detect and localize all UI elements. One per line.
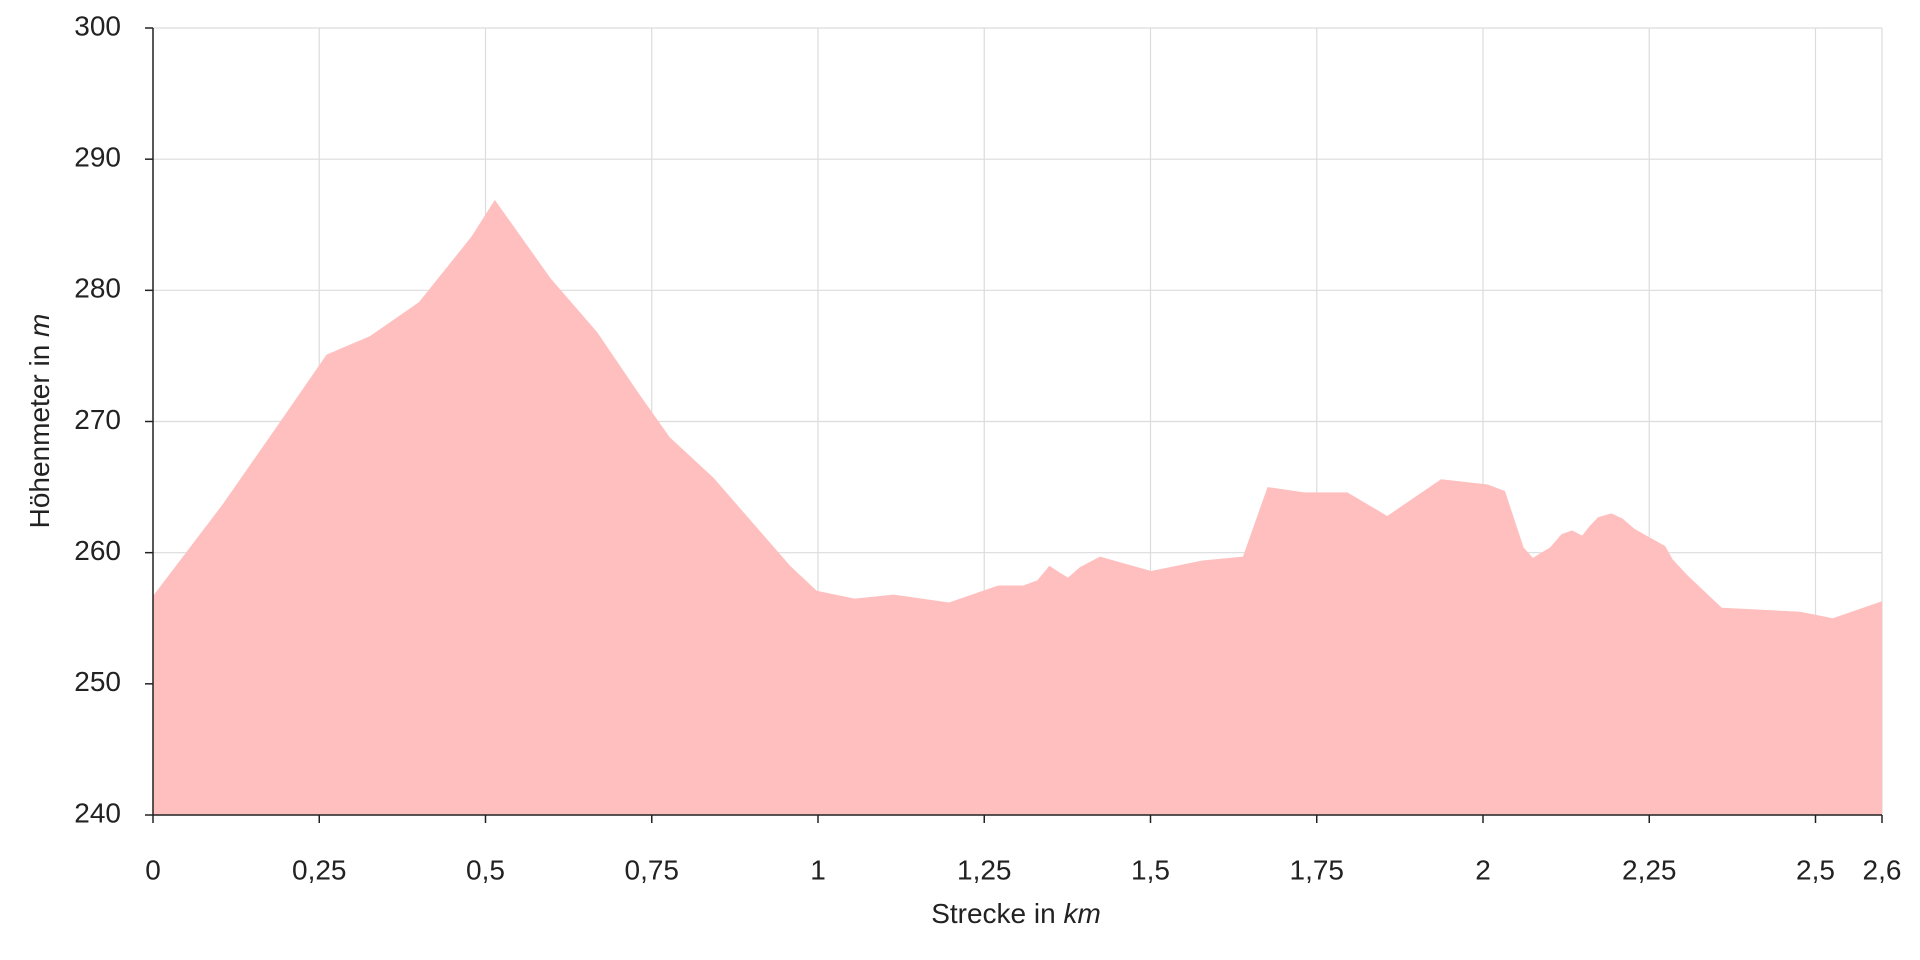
x-tick-label: 1,25 xyxy=(957,854,1012,885)
x-tick-label: 0,75 xyxy=(625,854,680,885)
y-axis-unit: m xyxy=(24,314,55,337)
x-axis-label: Strecke in km xyxy=(931,898,1101,929)
x-tick-label: 2,6 xyxy=(1863,854,1902,885)
x-tick-label: 2 xyxy=(1475,854,1491,885)
x-tick-label: 2,25 xyxy=(1622,854,1677,885)
y-tick-label: 260 xyxy=(74,535,121,566)
x-axis-unit: km xyxy=(1063,898,1100,929)
plot: 240 250 260 270 280 290 300 0 0,25 0,5 0,75 1 1,25 1,… xyxy=(74,10,1901,885)
y-tick-label: 240 xyxy=(74,797,121,828)
x-tick-label: 0,25 xyxy=(292,854,347,885)
x-tick-label: 0 xyxy=(145,854,161,885)
x-tick-label: 2,5 xyxy=(1796,854,1835,885)
x-tick-label: 1,75 xyxy=(1290,854,1345,885)
x-tick-label: 1,5 xyxy=(1131,854,1170,885)
y-tick-label: 270 xyxy=(74,404,121,435)
y-axis-label: Höhenmeter in m xyxy=(24,314,55,529)
y-axis-label-text: Höhenmeter in xyxy=(24,345,55,529)
y-tick-label: 290 xyxy=(74,142,121,173)
y-tick-label: 300 xyxy=(74,10,121,41)
x-tick-label: 0,5 xyxy=(466,854,505,885)
y-tick-label: 280 xyxy=(74,273,121,304)
x-axis-label-text: Strecke in xyxy=(931,898,1056,929)
x-tick-label: 1 xyxy=(810,854,826,885)
y-tick-label: 250 xyxy=(74,666,121,697)
area xyxy=(153,199,1882,815)
